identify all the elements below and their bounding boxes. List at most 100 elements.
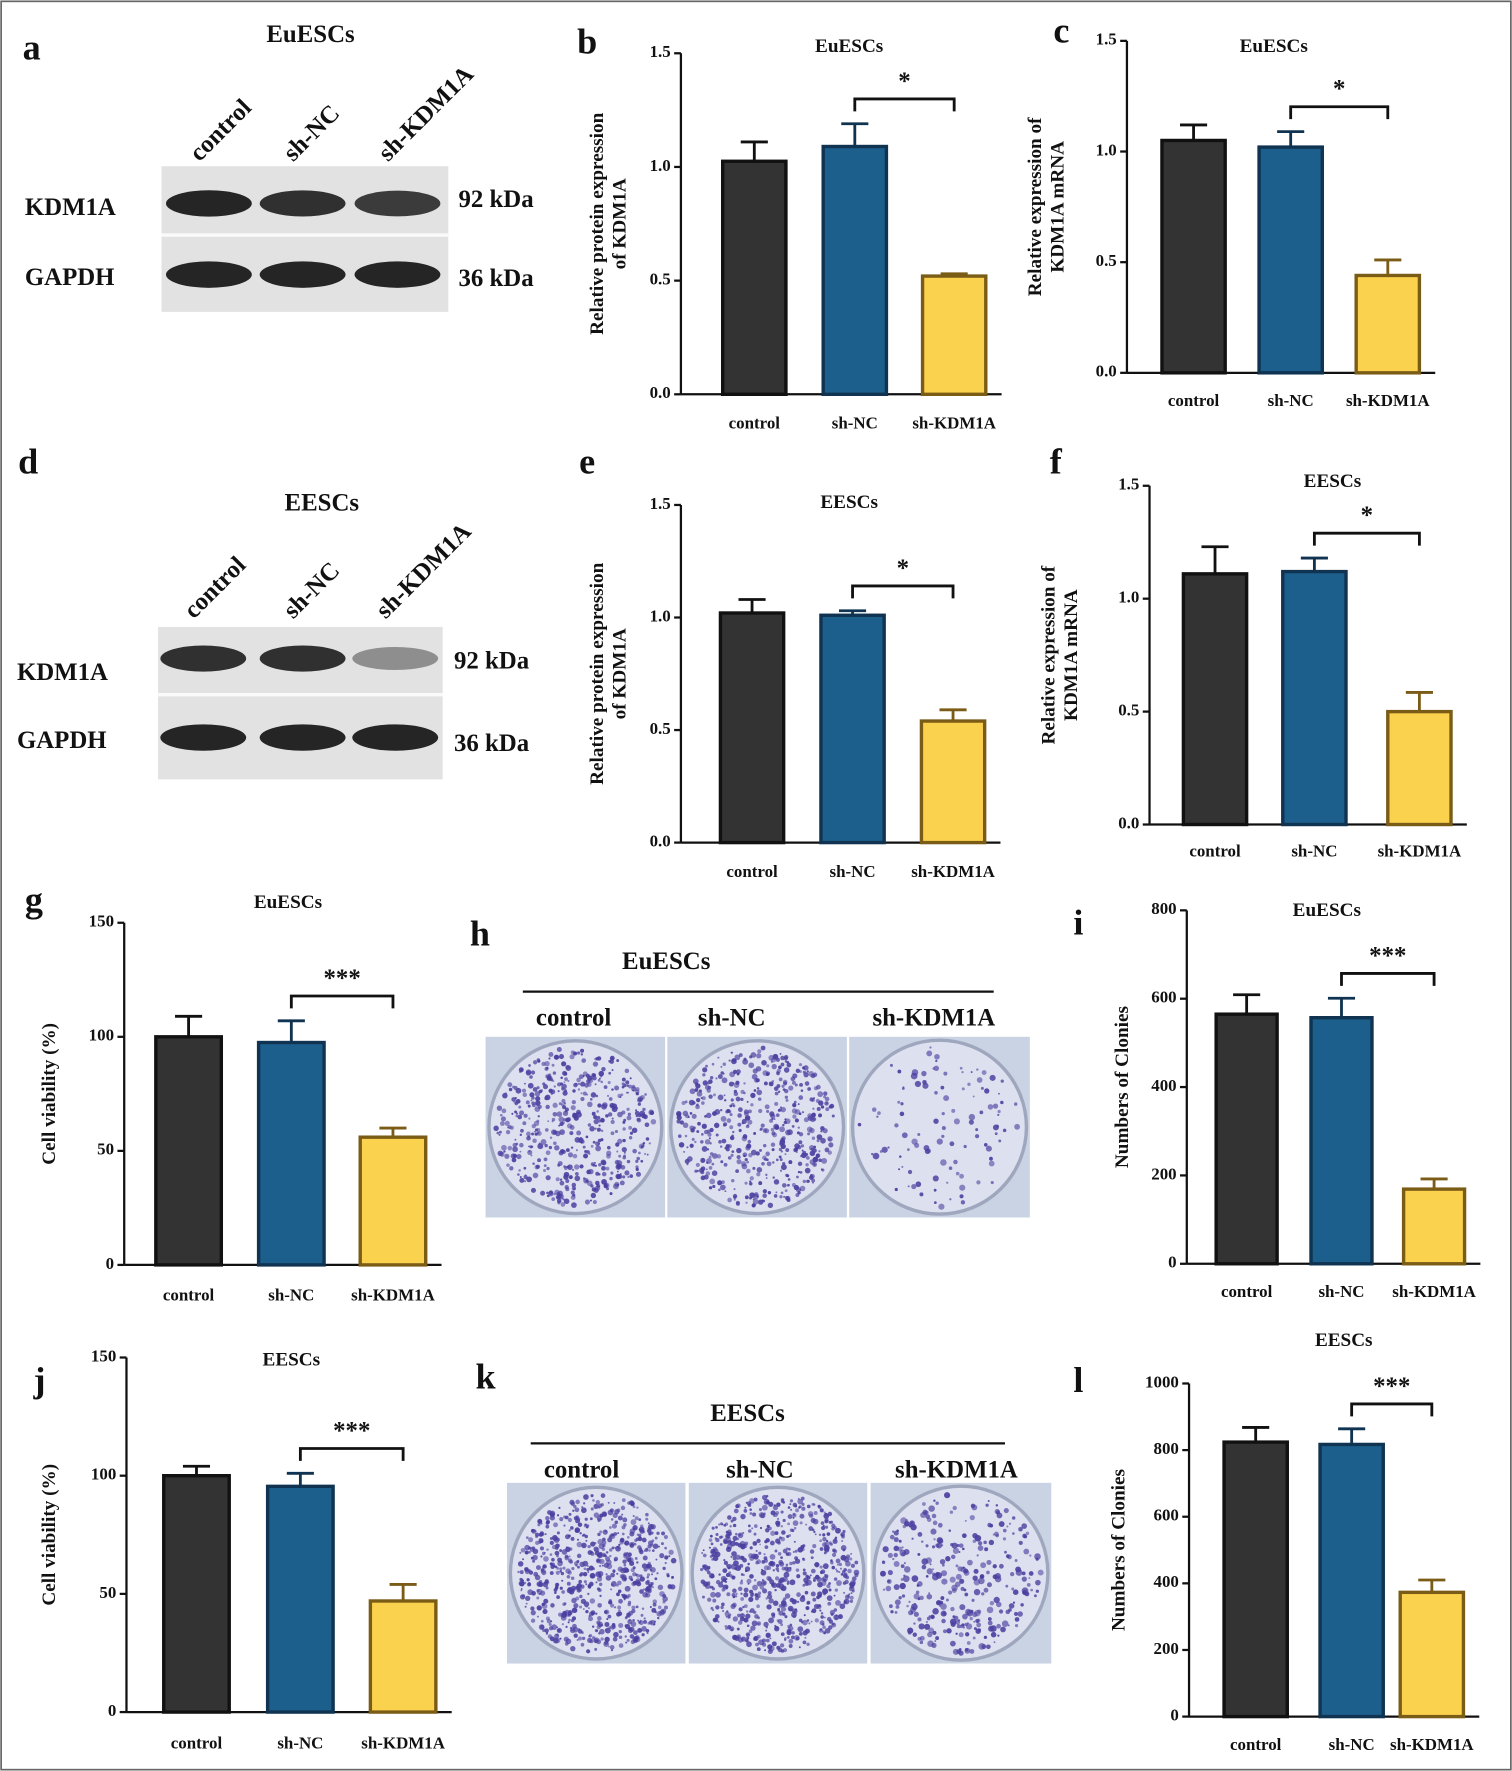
colony — [734, 1054, 740, 1060]
blot-band — [260, 724, 346, 750]
colony — [747, 1501, 751, 1505]
colony — [975, 1128, 978, 1131]
x-tick-label: control — [1168, 391, 1220, 410]
colony — [904, 1562, 906, 1564]
colony — [821, 1105, 824, 1108]
colony — [950, 1141, 955, 1146]
colony — [525, 1596, 530, 1601]
colony — [559, 1054, 564, 1059]
colony — [743, 1592, 748, 1597]
colony — [822, 1542, 827, 1547]
colony — [894, 1561, 900, 1567]
colony — [503, 1150, 505, 1152]
colony — [575, 1172, 579, 1176]
bar — [1259, 147, 1322, 373]
colony — [644, 1153, 646, 1155]
colony — [722, 1139, 727, 1144]
colony — [798, 1140, 802, 1144]
colony — [731, 1134, 733, 1136]
colony — [602, 1172, 606, 1176]
colony — [587, 1593, 589, 1595]
colony — [588, 1550, 593, 1555]
colony — [773, 1124, 779, 1130]
colony — [794, 1527, 797, 1530]
colony — [829, 1139, 831, 1141]
colony — [754, 1637, 757, 1640]
colony — [639, 1547, 642, 1550]
colony — [754, 1579, 757, 1582]
colony — [765, 1104, 770, 1109]
colony — [726, 1616, 728, 1618]
colony — [1014, 1124, 1020, 1130]
colony — [795, 1559, 800, 1564]
colony — [622, 1560, 626, 1564]
colony — [808, 1622, 810, 1624]
colony — [537, 1605, 542, 1610]
colony — [574, 1633, 578, 1637]
colony — [573, 1188, 575, 1190]
colony — [935, 1543, 939, 1547]
colony — [732, 1131, 734, 1133]
colony — [522, 1089, 526, 1093]
image-title: EuESCs — [622, 948, 711, 975]
colony — [618, 1155, 621, 1158]
colony — [1029, 1571, 1034, 1576]
colony — [858, 1123, 862, 1127]
colony — [625, 1568, 629, 1572]
colony — [550, 1515, 555, 1520]
colony — [550, 1537, 553, 1540]
colony — [564, 1072, 568, 1076]
colony — [622, 1127, 625, 1130]
colony — [574, 1164, 579, 1169]
colony — [799, 1619, 803, 1623]
colony — [722, 1610, 724, 1612]
colony — [811, 1556, 814, 1559]
blot-membrane — [161, 166, 448, 312]
colony — [585, 1583, 587, 1585]
colony — [558, 1507, 560, 1509]
colony — [654, 1577, 657, 1580]
colony — [811, 1098, 815, 1102]
colony — [786, 1547, 788, 1549]
colony — [777, 1570, 779, 1572]
colony — [617, 1175, 619, 1177]
colony — [795, 1084, 798, 1087]
colony — [756, 1090, 762, 1096]
colony — [748, 1583, 750, 1585]
colony — [506, 1163, 510, 1167]
colony — [807, 1070, 809, 1072]
y-tick-label: 800 — [1153, 1439, 1178, 1458]
colony — [743, 1134, 748, 1139]
colony — [617, 1606, 621, 1610]
colony — [744, 1509, 748, 1513]
band-size: 36 kDa — [454, 730, 530, 757]
colony — [976, 1180, 980, 1184]
colony — [528, 1105, 531, 1108]
colony — [541, 1570, 546, 1575]
y-tick-label: 0 — [1168, 1253, 1176, 1272]
colony — [782, 1567, 786, 1571]
colony — [773, 1600, 778, 1605]
colony — [571, 1629, 573, 1631]
colony — [570, 1646, 575, 1651]
significance-bracket — [1314, 533, 1419, 545]
colony — [683, 1151, 685, 1153]
colony — [600, 1081, 603, 1084]
x-tick-label: control — [729, 414, 781, 433]
colony — [897, 1547, 902, 1552]
colony — [696, 1163, 700, 1167]
colony — [765, 1545, 769, 1549]
colony — [516, 1088, 522, 1094]
colony — [519, 1178, 524, 1183]
colony — [578, 1629, 582, 1633]
colony — [546, 1548, 548, 1550]
colony — [774, 1626, 779, 1631]
colony — [508, 1146, 513, 1151]
colony — [595, 1172, 599, 1176]
colony — [824, 1101, 828, 1105]
colony — [558, 1613, 562, 1617]
colony — [560, 1587, 563, 1590]
colony — [943, 1612, 945, 1614]
colony — [746, 1144, 751, 1149]
bar — [370, 1601, 435, 1712]
